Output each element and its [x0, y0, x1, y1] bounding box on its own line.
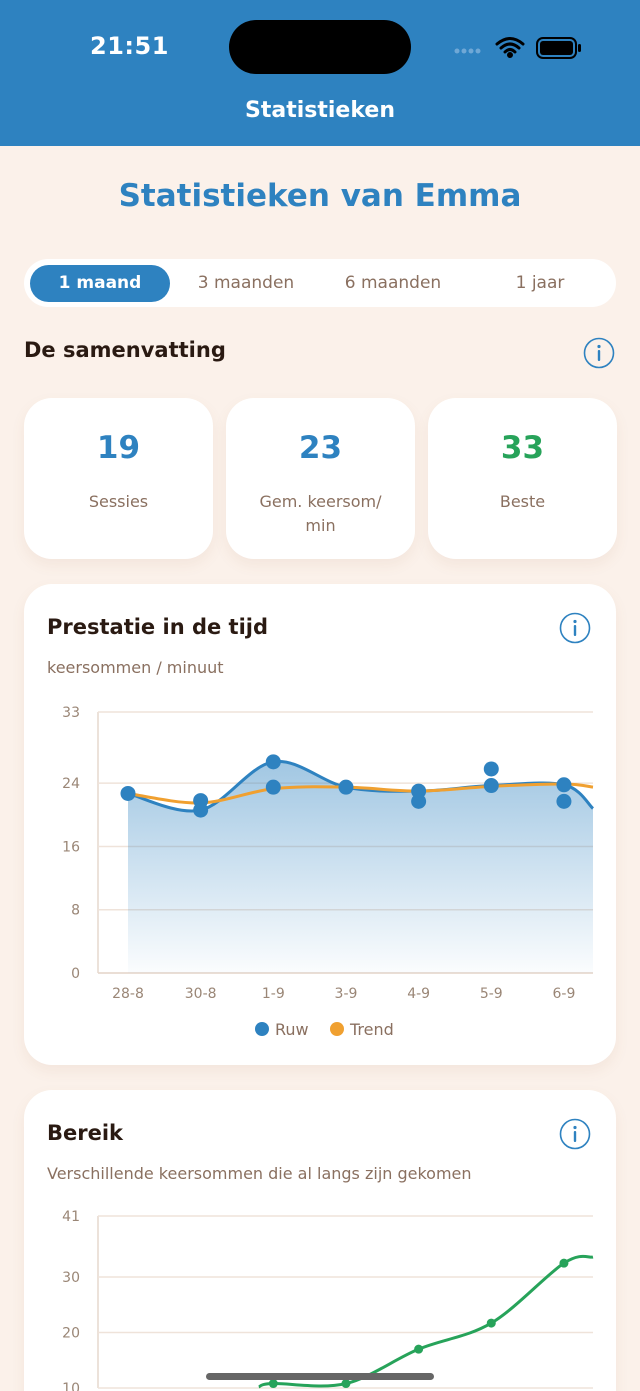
legend-label: Trend: [350, 1020, 394, 1039]
range-card: Bereik Verschillende keersommen die al l…: [24, 1090, 616, 1391]
x-tick-label: 4-9: [407, 986, 430, 1002]
stat-label: Gem. keersom/ min: [259, 492, 382, 535]
data-point: [265, 754, 281, 770]
range-title: Bereik: [47, 1121, 124, 1145]
data-point: [265, 779, 281, 795]
legend-dot: [255, 1022, 269, 1036]
data-point: [483, 761, 499, 777]
battery-icon: [536, 37, 581, 59]
data-point: [556, 777, 572, 793]
page-title: Statistieken van Emma: [118, 178, 522, 214]
tab-1-maand[interactable]: 1 maand: [30, 265, 170, 302]
series-area: [128, 761, 593, 973]
performance-title: Prestatie in de tijd: [47, 615, 269, 639]
data-point: [411, 793, 427, 809]
data-point: [268, 1379, 278, 1389]
y-tick-label: 0: [71, 966, 80, 982]
stat-value: 33: [500, 430, 545, 466]
y-tick-label: 24: [62, 776, 80, 792]
app-header: 21:51 Statistieken: [0, 0, 640, 146]
info-icon[interactable]: [559, 1118, 591, 1150]
data-point: [193, 802, 209, 818]
y-tick-label: 41: [62, 1209, 80, 1225]
signal-icon: [454, 48, 481, 54]
stat-label: Sessies: [88, 492, 149, 511]
summary-title: De samenvatting: [24, 338, 226, 362]
y-tick-label: 8: [71, 903, 80, 919]
x-tick-label: 30-8: [185, 986, 217, 1002]
y-tick-label: 20: [62, 1326, 80, 1342]
y-tick-label: 30: [62, 1270, 80, 1286]
stat-value: 23: [298, 430, 343, 466]
performance-subtitle: keersommen / minuut: [47, 658, 224, 677]
info-icon[interactable]: [559, 612, 591, 644]
y-tick-label: 16: [62, 839, 80, 855]
range-tabs: 1 maand 3 maanden 6 maanden 1 jaar: [24, 259, 616, 307]
stat-value: 19: [96, 430, 141, 466]
header-title: Statistieken: [245, 98, 395, 123]
range-subtitle: Verschillende keersommen die al langs zi…: [47, 1164, 472, 1183]
tab-3-maanden[interactable]: 3 maanden: [197, 273, 295, 293]
y-tick-label: 10: [62, 1381, 80, 1391]
data-point: [559, 1258, 569, 1268]
data-point: [486, 1318, 496, 1328]
tab-1-jaar[interactable]: 1 jaar: [515, 273, 565, 293]
data-point: [483, 778, 499, 794]
data-point: [414, 1344, 424, 1354]
data-point: [411, 783, 427, 799]
dynamic-island: [229, 20, 411, 74]
y-tick-label: 33: [62, 705, 80, 721]
status-icons: [454, 37, 581, 59]
legend-trend: Trend: [330, 1020, 394, 1039]
x-tick-label: 1-9: [262, 986, 285, 1002]
stat-card-sessions: [24, 398, 213, 559]
series-line-bereik: [258, 1254, 594, 1389]
stat-label: Beste: [499, 492, 546, 511]
stat-card-average: [226, 398, 415, 559]
stat-card-best: [428, 398, 617, 559]
x-tick-label: 28-8: [112, 986, 144, 1002]
tab-6-maanden[interactable]: 6 maanden: [344, 273, 442, 293]
legend-ruw: Ruw: [255, 1020, 309, 1039]
x-tick-label: 3-9: [335, 986, 358, 1002]
data-point: [341, 1379, 351, 1389]
legend-dot: [330, 1022, 344, 1036]
data-point: [120, 785, 136, 801]
data-point: [338, 779, 354, 795]
info-icon[interactable]: [583, 337, 615, 369]
wifi-icon: [495, 37, 525, 58]
scroll-handle[interactable]: [206, 1373, 434, 1380]
x-tick-label: 6-9: [553, 986, 576, 1002]
legend-label: Ruw: [275, 1020, 309, 1039]
x-tick-label: 5-9: [480, 986, 503, 1002]
status-time: 21:51: [90, 32, 169, 60]
data-point: [556, 793, 572, 809]
